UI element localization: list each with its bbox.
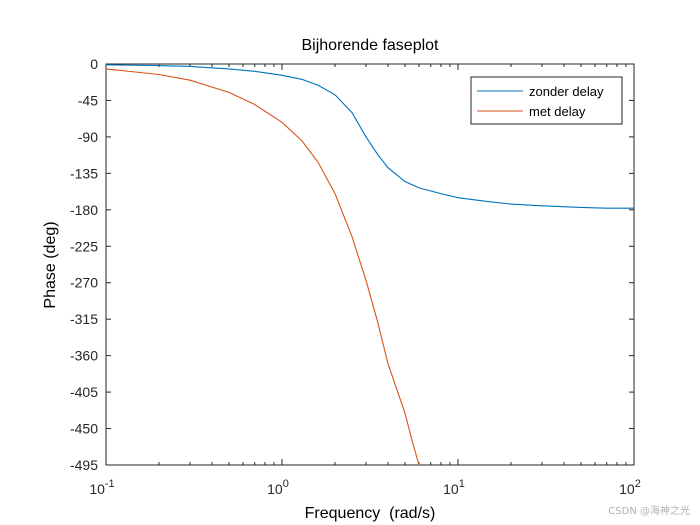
y-tick-label: -90 [78, 129, 98, 145]
series-layer [106, 64, 634, 465]
axes-box [105, 63, 635, 466]
x-tick-exponent: 0 [283, 478, 289, 490]
x-tick-base: 10 [89, 481, 105, 497]
y-tick-label: -270 [70, 275, 98, 291]
y-axis-label: Phase (deg) [42, 221, 59, 308]
legend-label: zonder delay [529, 84, 604, 99]
x-tick-base: 10 [443, 481, 459, 497]
legend-box [470, 76, 623, 125]
y-tick-label: -225 [70, 238, 98, 254]
legend-label: met delay [529, 104, 586, 119]
watermark-text: CSDN @海神之光 [608, 504, 690, 517]
series-line-met-delay [106, 68, 420, 465]
x-tick-exponent: 1 [459, 478, 465, 490]
x-tick-label: 102 [619, 478, 641, 497]
y-tick-label: -405 [70, 384, 98, 400]
x-tick-exponent: 2 [635, 478, 641, 490]
y-tick-label: -135 [70, 165, 98, 181]
x-tick-exponent: -1 [105, 478, 115, 490]
chart-title: Bijhorende faseplot [302, 37, 440, 54]
y-tick-label: -45 [78, 92, 98, 108]
legend: zonder delay met delay [470, 76, 623, 125]
x-tick-base: 10 [619, 481, 635, 497]
x-tick-label: 101 [443, 478, 465, 497]
x-tick-label: 10-1 [89, 478, 114, 497]
y-tick-label: 0 [90, 56, 98, 72]
y-tick-label: -495 [70, 457, 98, 473]
x-tick-base: 10 [267, 481, 283, 497]
x-tick-label: 100 [267, 478, 289, 497]
y-tick-label: -180 [70, 202, 98, 218]
y-tick-label: -450 [70, 421, 98, 437]
y-tick-label: -315 [70, 311, 98, 327]
x-axis-label: Frequency (rad/s) [305, 505, 436, 522]
y-axis: 0 -45 -90 -135 -180 -225 -270 -315 -360 -405 -450 -… [70, 56, 634, 473]
series-line-zonder-delay [106, 64, 634, 209]
x-axis: 10-1 100 101 102 [89, 64, 641, 497]
y-tick-label: -360 [70, 348, 98, 364]
